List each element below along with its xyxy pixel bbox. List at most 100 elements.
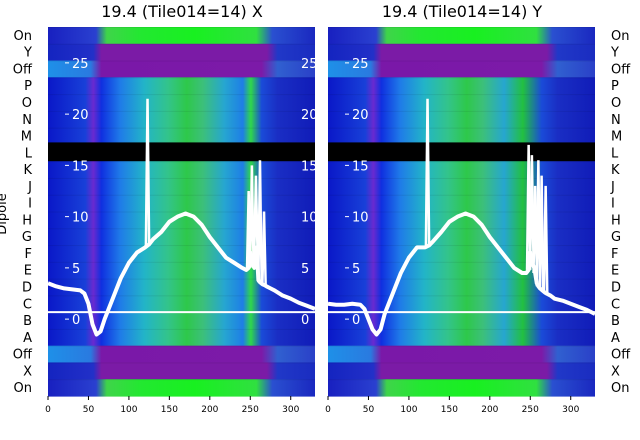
x-tick-label: 300 [562,405,579,415]
row-label-y: Y [23,46,32,61]
heatmap-row-e-14 [48,261,315,280]
y-tick-label: 20 [72,108,89,123]
row-separator [48,94,315,96]
row-separator [328,110,595,112]
heatmap-row-f-13 [48,245,315,263]
row-separator [48,194,315,196]
row-separator [328,362,595,364]
heatmap-row-j-9 [328,177,595,196]
heatmap-row-o-4 [48,94,315,112]
y-tick-label: 10 [352,211,369,226]
heatmap-row-y-1 [328,43,595,62]
heatmap-row-j-9 [48,177,315,196]
row-label-on: On [14,381,32,396]
heatmap-row-on-21 [48,379,315,397]
row-separator [48,362,315,364]
y-tick-label: 15 [72,159,89,174]
x-tick-label: 250 [242,405,259,415]
heatmap-row-a-18 [328,328,595,347]
y-tick-label-edge: 10 [301,211,318,226]
row-label-i: I [611,197,615,212]
row-separator [328,60,595,62]
row-separator [48,295,315,297]
y-tick-label: 0 [72,313,80,328]
y-tick-label: 15 [352,159,369,174]
row-label-p: P [611,79,619,94]
row-separator [48,110,315,112]
row-label-h: H [611,213,621,228]
row-separator [328,194,595,196]
y-tick-label-edge: 25 [301,57,318,72]
heatmap-row-g-12 [48,228,315,246]
heatmap-row-c-16 [48,295,315,313]
y-tick-label-edge: 5 [301,262,309,277]
row-label-x: X [23,364,32,379]
x-tick-label: 100 [400,405,417,415]
left-panel-title: 19.4 (Tile014=14) X [101,2,263,21]
y-tick-label-edge: 0 [301,313,309,328]
heatmap-row-n-5 [328,110,595,129]
series-spike [253,175,259,255]
row-label-k: K [611,163,620,178]
row-separator [328,328,595,330]
polarization-separator [328,311,595,314]
row-separator [48,177,315,179]
row-label-a: A [611,331,620,346]
row-separator [328,177,595,179]
heatmap-row-on-21 [328,379,595,397]
row-separator [48,345,315,347]
row-separator [328,211,595,213]
series-spike [261,211,267,285]
heatmap-row-p-3 [328,77,595,95]
row-label-on: On [611,29,629,44]
row-separator [48,245,315,247]
series-spike [249,165,255,263]
heatmap-row-m-6 [48,127,315,146]
heatmap-row-x-20 [328,362,595,380]
heatmap-row-e-14 [328,261,595,280]
row-label-a: A [23,331,32,346]
heatmap-row-p-3 [48,77,315,95]
series-spike [529,155,535,263]
row-separator [328,43,595,45]
row-label-y: Y [610,46,619,61]
row-label-on: On [611,381,629,396]
row-separator [48,161,315,163]
row-label-h: H [22,213,32,228]
series-line [47,211,316,337]
row-label-l: L [25,146,33,161]
series-spike [257,160,263,283]
row-separator [48,127,315,129]
row-separator [328,345,595,347]
heatmap-row-d-15 [328,278,595,296]
row-separator [328,228,595,230]
y-tick-label: 25 [352,57,369,72]
row-label-g: G [611,230,621,245]
heatmap-row-n-5 [48,110,315,129]
heatmap-row-b-17 [328,312,595,330]
row-separator [328,245,595,247]
row-label-f: F [25,247,32,262]
row-label-j: J [610,180,615,195]
heatmap-row-b-17 [48,312,315,330]
heatmap-row-on-0 [48,27,315,45]
row-label-d: D [22,280,32,295]
x-tick-label: 50 [363,405,375,415]
row-separator [328,27,595,28]
y-tick-label: 25 [72,57,89,72]
heatmap-row-g-12 [328,228,595,246]
row-label-l: L [611,146,619,161]
row-separator [328,295,595,297]
x-tick-label: 0 [325,405,331,415]
row-label-off: Off [13,62,33,77]
row-label-i: I [28,197,32,212]
row-label-b: B [23,314,32,329]
row-label-off: Off [13,348,33,363]
series-spike [542,185,549,294]
heatmap-row-c-16 [328,295,595,313]
row-separator [48,261,315,263]
right-panel-title: 19.4 (Tile014=14) Y [382,2,543,21]
